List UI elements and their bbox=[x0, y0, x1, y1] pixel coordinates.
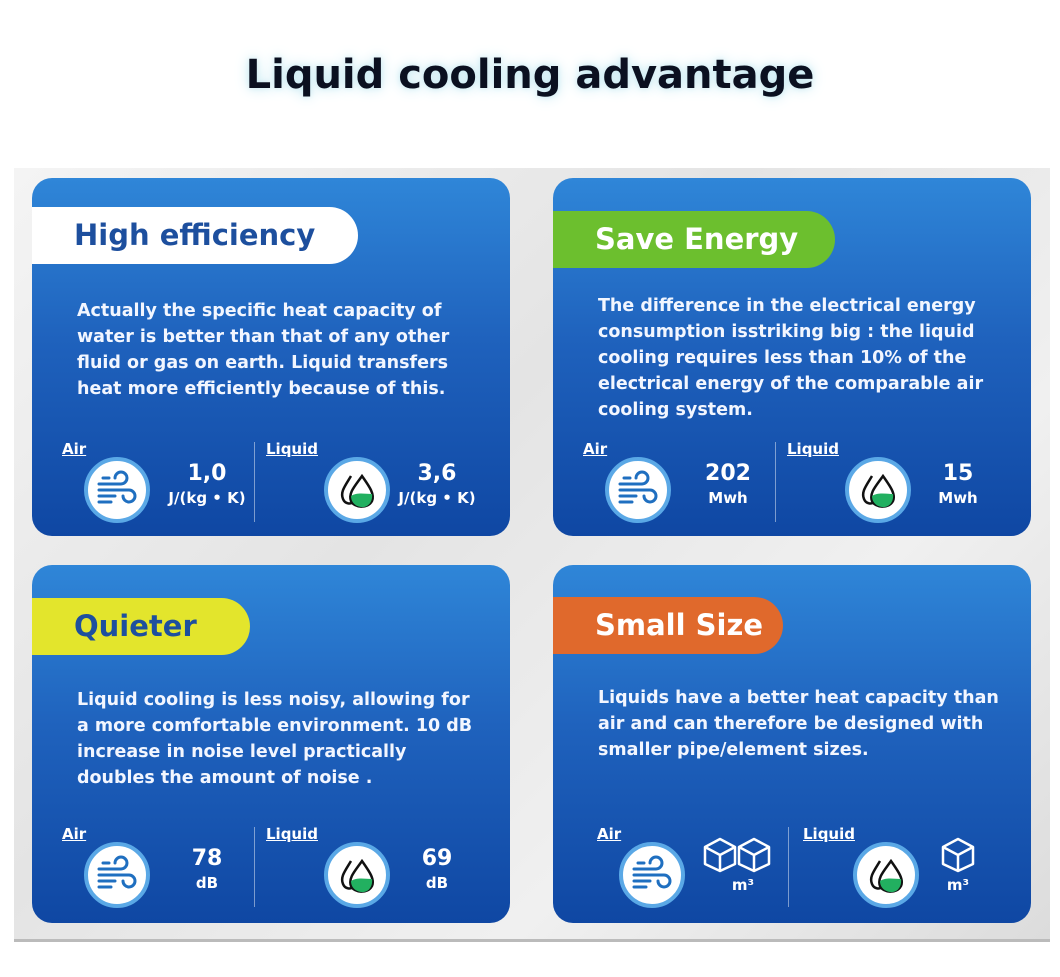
air-unit: J/(kg • K) bbox=[168, 489, 246, 507]
card-description: Actually the specific heat capacity of w… bbox=[77, 301, 450, 399]
air-label: Air bbox=[62, 440, 87, 458]
liquid-unit: m³ bbox=[946, 876, 970, 894]
air-unit: m³ bbox=[731, 876, 755, 894]
air-value: 1,0 J/(kg • K) bbox=[157, 462, 257, 510]
liquid-value: 69 dB bbox=[387, 847, 487, 895]
air-value: 78 dB bbox=[157, 847, 257, 895]
liquid-label: Liquid bbox=[803, 825, 855, 843]
air-value: 202 Mwh bbox=[678, 462, 778, 510]
liquid-label: Liquid bbox=[266, 825, 318, 843]
water-drops-icon bbox=[853, 842, 919, 908]
air-label: Air bbox=[583, 440, 608, 458]
wind-icon bbox=[619, 842, 685, 908]
air-label: Air bbox=[62, 825, 87, 843]
card-high-efficiency: High efficiency Actually the specific he… bbox=[32, 178, 510, 536]
wind-icon bbox=[605, 457, 671, 523]
card-heading: Small Size bbox=[553, 597, 783, 654]
card-description: Liquid cooling is less noisy, allowing f… bbox=[77, 690, 473, 788]
cube-icon bbox=[941, 837, 975, 877]
card-description: Liquids have a better heat capacity than… bbox=[598, 688, 999, 760]
divider bbox=[775, 442, 776, 522]
card-description: The difference in the electrical energy … bbox=[598, 296, 984, 420]
card-save-energy: Save Energy The difference in the electr… bbox=[553, 178, 1031, 536]
liquid-label: Liquid bbox=[266, 440, 318, 458]
card-heading: Quieter bbox=[32, 598, 250, 655]
divider bbox=[788, 827, 789, 907]
page-title: Liquid cooling advantage bbox=[245, 52, 815, 98]
water-drops-icon bbox=[324, 842, 390, 908]
wind-icon bbox=[84, 842, 150, 908]
water-drops-icon bbox=[845, 457, 911, 523]
water-drops-icon bbox=[324, 457, 390, 523]
card-heading: High efficiency bbox=[32, 207, 358, 264]
divider bbox=[254, 827, 255, 907]
divider bbox=[254, 442, 255, 522]
liquid-unit: J/(kg • K) bbox=[398, 489, 476, 507]
liquid-value: 3,6 J/(kg • K) bbox=[387, 462, 487, 510]
card-quieter: Quieter Liquid cooling is less noisy, al… bbox=[32, 565, 510, 923]
air-unit: dB bbox=[195, 874, 219, 892]
two-cubes-icon bbox=[703, 837, 771, 877]
liquid-label: Liquid bbox=[787, 440, 839, 458]
wind-icon bbox=[84, 457, 150, 523]
air-label: Air bbox=[597, 825, 622, 843]
air-unit: Mwh bbox=[708, 489, 748, 507]
card-small-size: Small Size Liquids have a better heat ca… bbox=[553, 565, 1031, 923]
liquid-unit: Mwh bbox=[938, 489, 978, 507]
liquid-value: 15 Mwh bbox=[908, 462, 1008, 510]
liquid-unit: dB bbox=[425, 874, 449, 892]
card-heading: Save Energy bbox=[553, 211, 835, 268]
